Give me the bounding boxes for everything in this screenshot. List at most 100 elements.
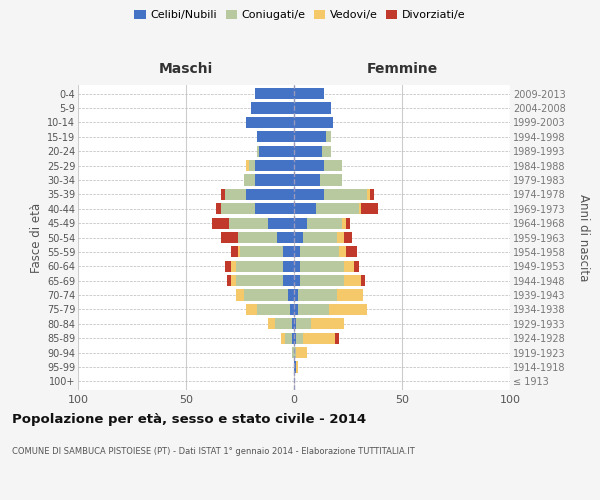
Bar (359, 203, 361, 214)
Bar (221, 203, 255, 214)
Bar (301, 246, 340, 258)
Bar (221, 232, 238, 243)
Bar (290, 304, 294, 315)
Bar (247, 188, 294, 200)
Bar (294, 347, 296, 358)
Bar (326, 131, 331, 142)
Bar (340, 246, 346, 258)
Bar (355, 260, 359, 272)
Bar (294, 246, 301, 258)
Bar (244, 290, 287, 300)
Bar (255, 88, 294, 99)
Bar (255, 174, 294, 186)
Bar (301, 260, 344, 272)
Bar (292, 332, 294, 344)
Bar (275, 318, 292, 330)
Text: Popolazione per età, sesso e stato civile - 2014: Popolazione per età, sesso e stato civil… (12, 412, 366, 426)
Bar (238, 246, 240, 258)
Bar (294, 290, 298, 300)
Bar (232, 275, 236, 286)
Bar (294, 188, 324, 200)
Text: Maschi: Maschi (159, 62, 213, 76)
Bar (277, 232, 294, 243)
Bar (244, 174, 255, 186)
Bar (296, 347, 307, 358)
Bar (287, 290, 294, 300)
Bar (247, 160, 248, 171)
Bar (307, 218, 341, 228)
Bar (346, 218, 350, 228)
Bar (281, 332, 286, 344)
Bar (324, 188, 367, 200)
Bar (225, 188, 247, 200)
Bar (361, 203, 378, 214)
Bar (294, 146, 322, 157)
Bar (257, 131, 294, 142)
Bar (346, 246, 356, 258)
Bar (268, 318, 275, 330)
Bar (232, 260, 236, 272)
Bar (294, 362, 296, 372)
Bar (294, 88, 324, 99)
Bar (248, 160, 255, 171)
Bar (302, 232, 337, 243)
Bar (232, 246, 238, 258)
Bar (294, 304, 298, 315)
Bar (294, 131, 326, 142)
Bar (341, 218, 346, 228)
Bar (302, 332, 335, 344)
Legend: Celibi/Nubili, Coniugati/e, Vedovi/e, Divorziati/e: Celibi/Nubili, Coniugati/e, Vedovi/e, Di… (130, 6, 470, 25)
Bar (324, 160, 341, 171)
Bar (329, 304, 367, 315)
Bar (236, 290, 244, 300)
Bar (257, 304, 290, 315)
Bar (292, 347, 294, 358)
Bar (236, 275, 283, 286)
Bar (294, 260, 301, 272)
Bar (255, 203, 294, 214)
Bar (240, 246, 283, 258)
Bar (298, 290, 337, 300)
Bar (335, 332, 340, 344)
Bar (294, 332, 296, 344)
Bar (337, 232, 344, 243)
Bar (283, 275, 294, 286)
Bar (251, 102, 294, 114)
Bar (247, 117, 294, 128)
Bar (320, 174, 341, 186)
Bar (292, 318, 294, 330)
Bar (227, 275, 232, 286)
Bar (259, 146, 294, 157)
Y-axis label: Fasce di età: Fasce di età (29, 202, 43, 272)
Bar (367, 188, 370, 200)
Bar (294, 160, 324, 171)
Bar (311, 318, 344, 330)
Bar (296, 332, 302, 344)
Bar (225, 260, 232, 272)
Bar (294, 232, 302, 243)
Bar (257, 146, 259, 157)
Bar (294, 117, 333, 128)
Bar (370, 188, 374, 200)
Bar (337, 290, 363, 300)
Bar (301, 275, 344, 286)
Bar (361, 275, 365, 286)
Text: COMUNE DI SAMBUCA PISTOIESE (PT) - Dati ISTAT 1° gennaio 2014 - Elaborazione TUT: COMUNE DI SAMBUCA PISTOIESE (PT) - Dati … (12, 448, 415, 456)
Bar (236, 260, 283, 272)
Bar (296, 318, 311, 330)
Bar (294, 275, 301, 286)
Bar (296, 362, 298, 372)
Bar (255, 160, 294, 171)
Y-axis label: Anni di nascita: Anni di nascita (577, 194, 590, 281)
Bar (344, 275, 361, 286)
Bar (212, 218, 229, 228)
Bar (298, 304, 329, 315)
Bar (294, 203, 316, 214)
Bar (344, 260, 355, 272)
Text: Femmine: Femmine (367, 62, 437, 76)
Bar (221, 188, 225, 200)
Bar (268, 218, 294, 228)
Bar (247, 304, 257, 315)
Bar (294, 218, 307, 228)
Bar (294, 102, 331, 114)
